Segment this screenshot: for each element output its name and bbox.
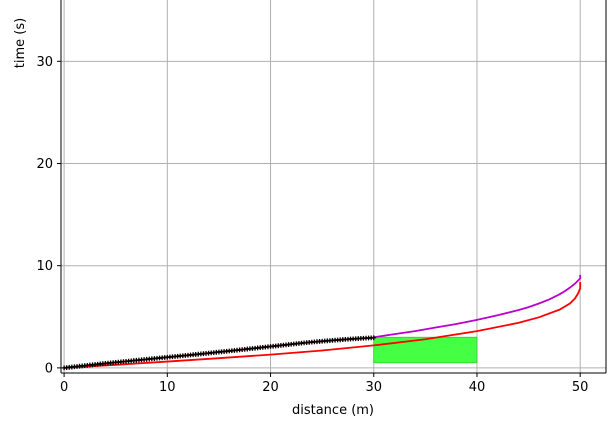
y-tick-label: 10 — [36, 259, 53, 274]
y-tick-label: 30 — [36, 55, 53, 70]
x-tick-label: 30 — [365, 380, 382, 395]
x-axis-label: distance (m) — [292, 403, 374, 418]
x-tick-label: 40 — [469, 380, 486, 395]
marker-points — [61, 335, 377, 371]
region-rect — [373, 336, 478, 364]
x-tick-label: 50 — [572, 380, 589, 395]
x-tick-label: 10 — [159, 380, 176, 395]
tick-labels: 0 10 20 30 40 50 0 10 20 30 — [36, 55, 588, 395]
purple-series-line — [373, 274, 582, 339]
plot-background — [61, 0, 606, 373]
x-tick-label: 20 — [262, 380, 279, 395]
red-series-line — [64, 282, 582, 369]
y-axis-label: time (s) — [13, 18, 28, 68]
axes — [60, 0, 607, 374]
highlight-region — [373, 336, 478, 364]
y-tick-label: 0 — [45, 361, 53, 376]
marker-point — [371, 335, 377, 341]
grid — [61, 0, 606, 373]
series-group — [61, 274, 582, 371]
x-tick-label: 0 — [60, 380, 68, 395]
y-tick-label: 20 — [36, 157, 53, 172]
